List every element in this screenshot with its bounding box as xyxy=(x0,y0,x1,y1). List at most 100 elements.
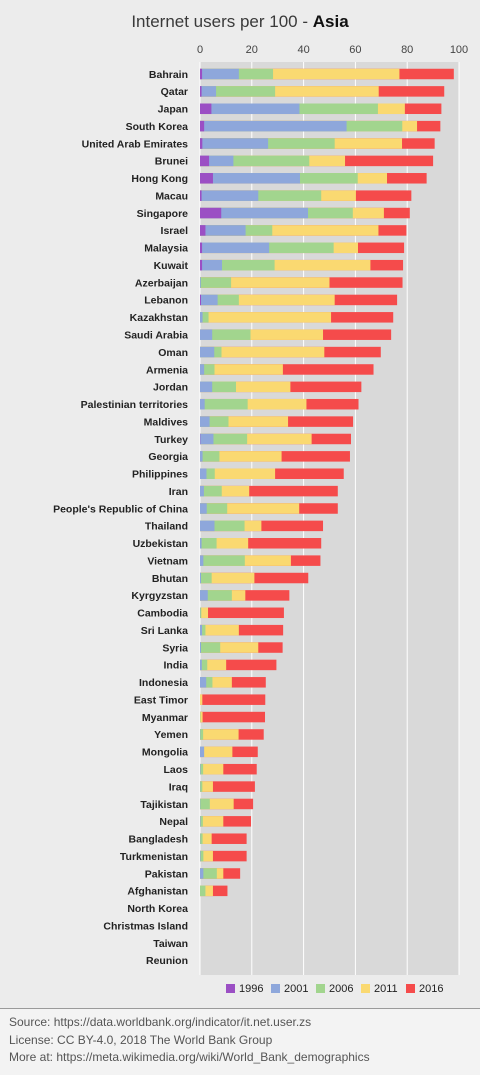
legend-label: 2011 xyxy=(374,983,398,995)
bar-2001 xyxy=(200,746,205,758)
bar-2006 xyxy=(200,781,203,792)
bar-2006 xyxy=(200,572,212,584)
bar-2001 xyxy=(200,68,239,80)
category-label: Uzbekistan xyxy=(133,538,188,550)
category-label: Kuwait xyxy=(154,260,189,272)
bar-2011 xyxy=(200,850,213,862)
bar-2006 xyxy=(200,190,322,201)
footer-license: License: CC BY-4.0, 2018 The World Bank … xyxy=(9,1032,273,1047)
legend-swatch-2006 xyxy=(316,984,325,993)
category-label: Turkmenistan xyxy=(120,851,188,863)
bar-2016 xyxy=(200,485,338,497)
bar-1996 xyxy=(200,207,222,219)
bar-1996 xyxy=(200,155,210,167)
bar-1996 xyxy=(200,294,202,306)
bar-2001 xyxy=(200,416,210,427)
bar-2016 xyxy=(200,781,255,792)
bar-2006 xyxy=(200,259,275,271)
category-label: Jordan xyxy=(153,382,188,394)
chart-title: Internet users per 100 - Asia xyxy=(131,12,349,31)
bar-1996 xyxy=(200,173,213,184)
bar-2011 xyxy=(200,433,312,445)
category-label: Bahrain xyxy=(149,69,188,81)
category-label: Turkey xyxy=(154,434,188,446)
bar-2006 xyxy=(200,277,232,288)
bar-2001 xyxy=(200,242,270,254)
bar-2006 xyxy=(200,659,208,671)
bar-2011 xyxy=(200,468,276,479)
bar-2011 xyxy=(200,416,289,427)
bar-2011 xyxy=(200,798,234,810)
category-label: India xyxy=(163,660,188,672)
bar-2011 xyxy=(200,816,224,827)
bar-2001 xyxy=(200,468,207,479)
bar-2011 xyxy=(200,346,325,358)
category-label: Armenia xyxy=(146,364,188,376)
bar-2016 xyxy=(200,885,228,897)
category-label: Reunion xyxy=(146,955,188,967)
category-label: Israel xyxy=(161,225,189,237)
category-label: Mongolia xyxy=(142,747,188,759)
category-label: Bhutan xyxy=(152,573,188,585)
bar-2006 xyxy=(200,555,245,566)
bar-2001 xyxy=(200,538,202,549)
bar-2016 xyxy=(200,763,257,775)
bar-2011 xyxy=(200,885,213,897)
bar-2001 xyxy=(200,763,201,775)
category-label: Pakistan xyxy=(145,868,188,880)
bar-2011 xyxy=(200,607,209,619)
x-tick-label: 60 xyxy=(349,44,361,56)
category-label: Nepal xyxy=(159,816,188,828)
legend-swatch-1996 xyxy=(226,984,235,993)
bar-2001 xyxy=(200,86,217,97)
bar-2011 xyxy=(200,398,307,410)
bar-1996 xyxy=(200,259,203,271)
bar-2006 xyxy=(200,798,210,810)
bar-2001 xyxy=(200,277,201,288)
category-label: Iran xyxy=(169,486,188,498)
chart-title-region: Asia xyxy=(313,12,349,31)
bar-2011 xyxy=(200,503,300,514)
bar-2001 xyxy=(200,624,203,636)
bar-2006 xyxy=(200,312,209,323)
bar-2001 xyxy=(200,120,347,132)
bar-2006 xyxy=(200,850,204,862)
bar-2001 xyxy=(200,659,202,671)
x-tick-label: 100 xyxy=(450,44,468,56)
bar-2011 xyxy=(200,68,400,80)
legend-label: 1996 xyxy=(239,983,263,995)
bar-2006 xyxy=(200,729,204,740)
category-label: Indonesia xyxy=(139,677,188,689)
bar-2016 xyxy=(200,833,247,844)
bar-2001 xyxy=(200,451,203,462)
bar-2001 xyxy=(200,155,234,167)
bar-2016 xyxy=(200,607,284,619)
bar-2006 xyxy=(200,833,203,844)
category-label: Yemen xyxy=(154,729,188,741)
bar-2011 xyxy=(200,277,330,288)
category-label: Oman xyxy=(158,347,188,359)
bar-2011 xyxy=(200,538,249,549)
bar-2001 xyxy=(200,259,223,271)
bar-2001 xyxy=(200,555,204,566)
category-label: Saudi Arabia xyxy=(124,330,188,342)
x-tick-label: 0 xyxy=(197,44,203,56)
bar-2006 xyxy=(200,885,206,897)
bar-2011 xyxy=(200,781,213,792)
category-label: Malaysia xyxy=(144,243,188,255)
bar-2001 xyxy=(200,520,215,532)
bar-2011 xyxy=(200,677,232,688)
legend-swatch-2011 xyxy=(361,984,370,993)
bar-2011 xyxy=(200,659,227,671)
bar-2011 xyxy=(200,329,324,340)
bar-2011 xyxy=(200,381,291,393)
bar-2001 xyxy=(200,850,201,862)
category-label: Bangladesh xyxy=(128,834,188,846)
x-tick-label: 40 xyxy=(297,44,309,56)
bar-1996 xyxy=(200,190,202,201)
bar-2001 xyxy=(200,346,215,358)
category-label: Philippines xyxy=(132,469,188,481)
legend-swatch-2001 xyxy=(271,984,280,993)
bar-2011 xyxy=(200,763,224,775)
x-axis-ticks: 0 20 40 60 80 100 xyxy=(197,44,468,56)
